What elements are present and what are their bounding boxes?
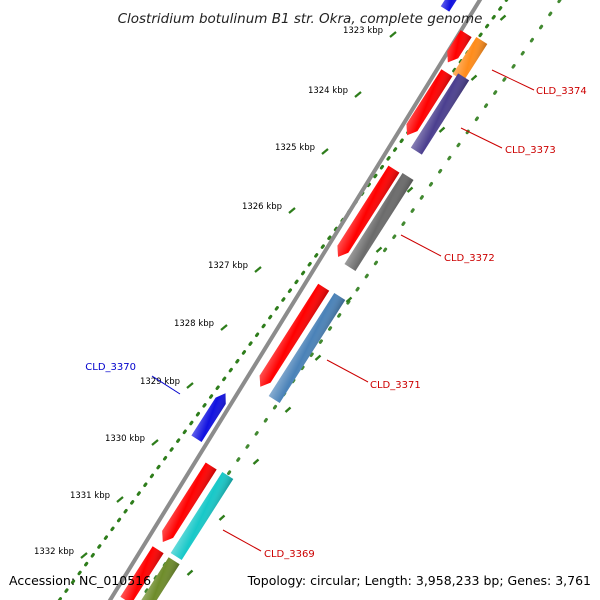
gene-feature-red[interactable] [157,462,217,546]
lane-tick [499,14,507,21]
lane-tick [314,354,322,361]
scale-track [57,0,509,600]
genome-info-label: Topology: circular; Length: 3,958,233 bp… [247,573,591,588]
gene-leader-line [460,127,503,149]
scale-tick-label: 1325 kbp [275,143,315,153]
gene-features [120,0,488,600]
lane-tick [375,246,383,253]
lane-tick [186,569,194,576]
scale-ticks: 1323 kbp 1324 kbp 1325 kbp 1326 kbp 1327 kbp… [34,14,507,576]
gene-feature-CLD_3373[interactable] [410,73,470,155]
scale-tick [80,552,88,559]
lane-tick [438,126,446,133]
gene-feature-red[interactable] [442,30,472,66]
lane-tick [252,458,260,465]
scale-tick-label: 1332 kbp [34,547,74,557]
genome-backbone [107,0,483,600]
scale-tick-label: 1330 kbp [105,434,145,444]
lane-tick [470,74,478,81]
gene-feature-partial[interactable] [136,557,180,600]
gene-feature-CLD_3372[interactable] [344,172,414,272]
scale-tick-label: 1331 kbp [70,491,110,501]
gene-feature-red[interactable] [255,283,330,391]
scale-tick [151,439,159,446]
scale-tick-label: 1326 kbp [242,202,282,212]
lane-tick [218,514,226,521]
gene-leader-line [222,529,262,552]
lane-tick [284,406,292,413]
gene-label[interactable]: CLD_3369 [264,549,315,560]
scale-tick [288,207,296,214]
lane-tick [406,186,414,193]
scale-tick [321,148,329,155]
scale-tick [220,324,228,331]
gene-feature-partial[interactable] [440,0,463,12]
scale-tick-label: 1328 kbp [174,319,214,329]
gene-label[interactable]: CLD_3371 [370,380,421,391]
scale-tick [254,266,262,273]
map-title: Clostridium botulinum B1 str. Okra, comp… [118,11,483,27]
gene-feature-red[interactable] [402,69,453,138]
gene-feature-red[interactable] [333,165,400,261]
scale-tick-label: 1327 kbp [208,261,248,271]
scale-tick [354,91,362,98]
gene-leader-line [326,359,369,383]
gene-leader-line [491,69,535,91]
gene-label[interactable]: CLD_3373 [505,145,556,156]
scale-tick-label: 1329 kbp [140,377,180,387]
gene-label[interactable]: CLD_3370 [85,362,136,373]
gene-leader-line [151,375,181,395]
gene-feature-CLD_3369[interactable] [170,472,234,560]
scale-tick [116,496,124,503]
scale-tick [186,382,194,389]
gene-label[interactable]: CLD_3372 [444,253,495,264]
lane-tick [345,296,353,303]
gene-feature-CLD_3370[interactable] [191,390,230,442]
scale-tick-label: 1324 kbp [308,86,348,96]
gene-label[interactable]: CLD_3374 [536,86,587,97]
scale-tick-label: 1323 kbp [343,26,383,36]
accession-label: Accession: NC_010516 [9,573,152,588]
gene-leader-line [400,234,442,257]
gene-labels: CLD_3374 CLD_3373 CLD_3372 CLD_3371 CLD_3370… [85,69,587,560]
gene-feature-partial[interactable] [120,546,164,600]
gene-feature-CLD_3371[interactable] [268,293,346,403]
gene-feature-CLD_3374[interactable] [452,36,488,82]
scale-tick [389,31,397,38]
